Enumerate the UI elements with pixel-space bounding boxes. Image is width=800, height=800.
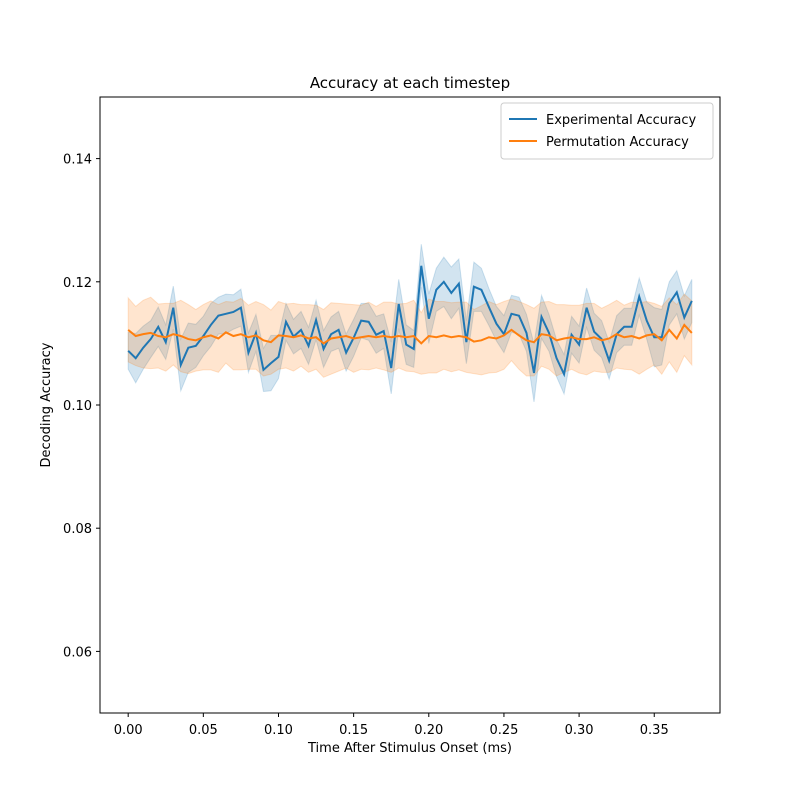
x-tick-label: 0.35 [640, 723, 669, 738]
y-axis-label: Decoding Accuracy [39, 342, 54, 467]
y-tick-label: 0.08 [63, 522, 92, 537]
x-tick-label: 0.30 [565, 723, 594, 738]
y-tick-label: 0.12 [63, 276, 92, 291]
chart-title: Accuracy at each timestep [310, 74, 510, 92]
x-tick-label: 0.05 [189, 723, 218, 738]
line [127, 323, 693, 345]
y-tick-label: 0.06 [63, 645, 92, 660]
x-tick-label: 0.00 [114, 723, 143, 738]
x-tick-label: 0.10 [264, 723, 293, 738]
x-tick-label: 0.25 [489, 723, 518, 738]
x-tick-label: 0.15 [339, 723, 368, 738]
line [127, 265, 693, 378]
x-axis-label: Time After Stimulus Onset (ms) [307, 741, 512, 756]
legend-box [500, 102, 714, 160]
x-tick-label: 0.20 [414, 723, 443, 738]
legend-label: Permutation Accuracy [546, 135, 689, 150]
y-tick-label: 0.14 [63, 153, 92, 168]
confidence-band [127, 244, 693, 402]
axes-frame [99, 96, 721, 714]
legend-label: Experimental Accuracy [546, 113, 696, 128]
y-tick-label: 0.10 [63, 399, 92, 414]
